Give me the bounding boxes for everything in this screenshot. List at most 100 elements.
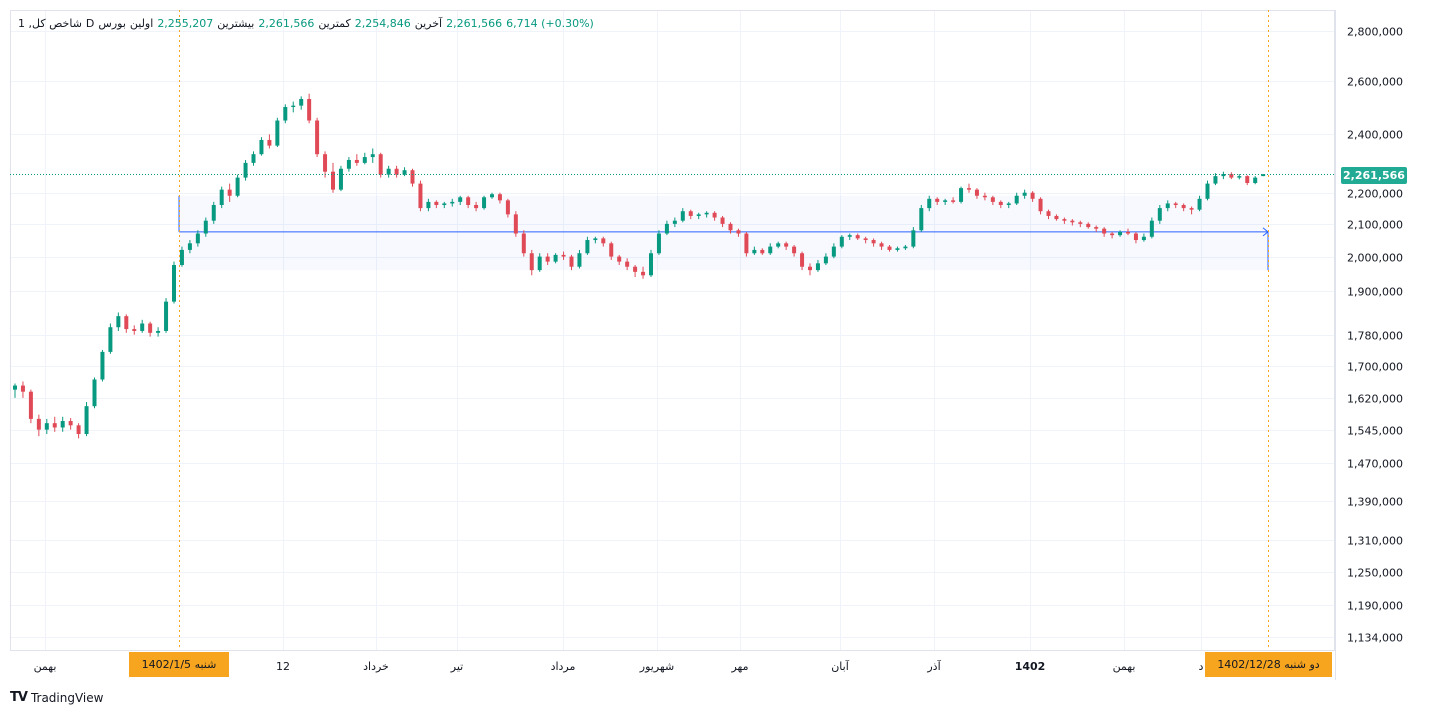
candle-body [784, 243, 789, 247]
candle-body [76, 425, 81, 435]
candle-body [1046, 211, 1051, 216]
candle-body [267, 139, 272, 146]
candle-body [537, 256, 542, 271]
candle-body [490, 194, 494, 198]
time-tick-label: آذر [926, 659, 941, 673]
price-tick-label: 2,000,000 [1347, 252, 1403, 265]
candle-body [251, 154, 256, 163]
candle-body [990, 197, 995, 202]
candle-body [1054, 215, 1059, 220]
legend-symbol[interactable]: 1 ,شاخص کل [18, 17, 82, 30]
candle-body [1022, 192, 1027, 196]
candle-body [179, 249, 184, 266]
candle-body [52, 423, 57, 428]
tradingview-logo-icon: TV [10, 690, 28, 705]
last-price-badge: 2,261,566 [1341, 167, 1407, 184]
candle-body [394, 168, 399, 175]
candle-body [1062, 219, 1067, 221]
chart-frame [10, 10, 1335, 651]
candle-body [609, 243, 614, 257]
candle-body [299, 98, 304, 106]
candle-body [410, 170, 415, 184]
time-tick-label: د [1199, 660, 1204, 673]
candle-body [521, 233, 526, 254]
candle-body [688, 211, 693, 216]
candle-body [577, 253, 582, 267]
time-tick-label: مرداد [551, 660, 576, 673]
candle-body [497, 194, 502, 201]
candle-body [243, 162, 248, 178]
time-tick-label: آبان [831, 659, 849, 673]
candle-body [187, 243, 192, 250]
candle-body [513, 214, 518, 234]
candle-body [871, 240, 876, 244]
price-tick-label: 1,780,000 [1347, 330, 1403, 343]
candle-body [1253, 177, 1258, 184]
candle-body [680, 211, 685, 221]
legend-interval[interactable]: D [85, 17, 95, 30]
candle-body [68, 421, 73, 426]
candle-body [760, 249, 765, 254]
candle-body [362, 157, 367, 163]
legend-high-value: 2,261,566 [258, 17, 315, 30]
candle-body [140, 323, 145, 331]
candle-body [1133, 233, 1138, 241]
candle-body [1173, 203, 1178, 205]
candle-body [315, 120, 320, 155]
candle-body [164, 301, 169, 331]
time-tick-label: 1402 [1015, 660, 1046, 673]
legend-low-label: کمترین [318, 17, 351, 30]
candle-body [641, 271, 646, 276]
candle-body [44, 423, 49, 430]
candle-body [1189, 208, 1194, 210]
candle-body [553, 254, 558, 262]
candle-body [331, 171, 335, 190]
candle-body [601, 238, 606, 244]
price-tick-label: 2,400,000 [1347, 129, 1403, 142]
tradingview-logo[interactable]: TV TradingView [10, 690, 103, 705]
candle-body [338, 168, 343, 190]
legend-change-value: 6,714 (+0.30%) [506, 17, 594, 30]
candle-body [156, 330, 161, 333]
chart-grid [10, 10, 1335, 650]
candle-body [219, 189, 224, 205]
price-tick-label: 1,134,000 [1347, 632, 1403, 645]
candle-body [943, 200, 948, 202]
candle-body [704, 212, 709, 215]
candle-body [354, 159, 359, 163]
candle-body [1006, 203, 1011, 205]
price-tick-label: 1,390,000 [1347, 496, 1403, 509]
legend-exchange: بورس [98, 17, 126, 30]
candle-body [283, 106, 288, 121]
candle-body [744, 233, 749, 254]
candle-body [696, 214, 701, 216]
candle-body [911, 230, 916, 247]
candles [13, 93, 1266, 439]
candle-body [1221, 174, 1226, 177]
candle-body [672, 220, 677, 224]
candle-body [839, 236, 844, 247]
price-tick-label: 2,600,000 [1347, 76, 1403, 89]
candle-body [808, 266, 812, 271]
candle-body [418, 183, 423, 209]
legend-low-value: 2,254,846 [354, 17, 411, 30]
price-tick-label: 2,800,000 [1347, 26, 1403, 39]
candle-body [172, 265, 176, 302]
candle-body [434, 201, 439, 205]
candle-body [466, 197, 471, 205]
candle-body [951, 200, 956, 202]
candle-body [823, 256, 828, 264]
candle-body [211, 204, 216, 221]
candle-body [879, 243, 884, 247]
candle-body [1038, 198, 1043, 212]
price-tick-label: 1,545,000 [1347, 425, 1403, 438]
time-tick-label: 12 [276, 660, 290, 673]
candle-body [815, 263, 820, 271]
candle-body [593, 238, 598, 241]
candle-body [903, 246, 908, 249]
candle-body [752, 249, 757, 254]
measure-range-tool[interactable] [178, 195, 1269, 271]
time-tick-label: تیر [450, 660, 463, 673]
measure-band [179, 195, 1268, 271]
